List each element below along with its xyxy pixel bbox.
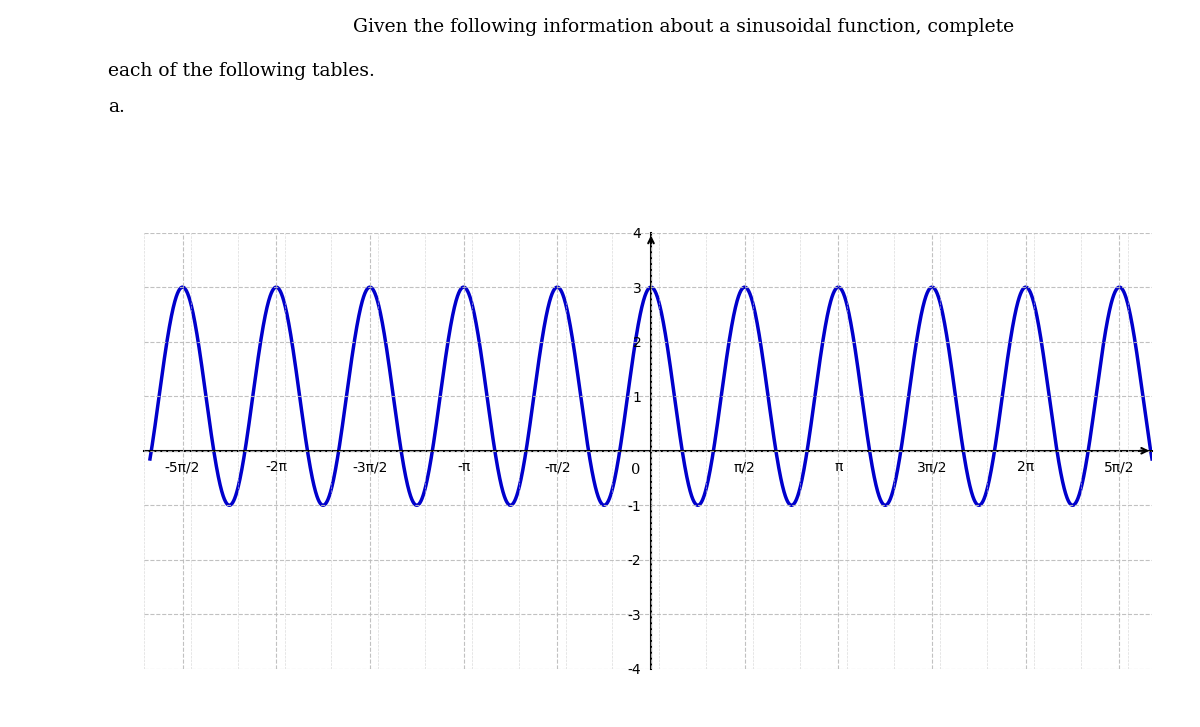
Text: Given the following information about a sinusoidal function, complete: Given the following information about a … bbox=[354, 18, 1014, 36]
Text: a.: a. bbox=[108, 98, 125, 116]
Text: 0: 0 bbox=[631, 463, 641, 477]
Text: each of the following tables.: each of the following tables. bbox=[108, 62, 374, 80]
